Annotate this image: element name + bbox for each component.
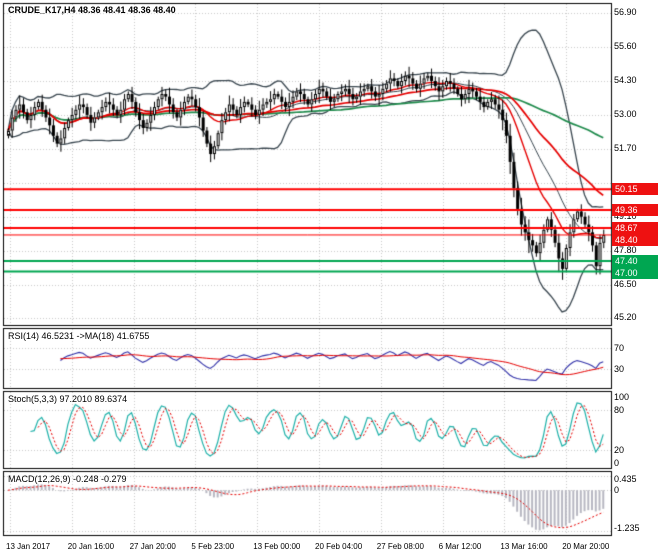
time-axis-label: 13 Feb 00:00 (253, 542, 301, 551)
price-tick-label: 54.30 (614, 74, 637, 85)
macd-tick-label: 0.435 (614, 474, 637, 484)
time-axis-label: 27 Jan 20:00 (129, 542, 176, 551)
price-tick-label: 53.00 (614, 108, 637, 119)
price-tick-label: 46.50 (614, 278, 637, 289)
time-axis-label: 20 Feb 04:00 (315, 542, 363, 551)
macd-tick-label: 0 (614, 485, 620, 496)
stoch-tick-label: 20 (614, 444, 625, 455)
price-level-badge: 47.40 (612, 255, 658, 268)
price-tick-label: 51.70 (614, 142, 637, 153)
price-level-badge: 50.15 (612, 183, 658, 196)
rsi-tick-label: 30 (614, 364, 625, 375)
time-axis-label: 6 Mar 12:00 (438, 542, 482, 551)
time-axis-label: 13 Mar 16:00 (500, 542, 548, 551)
price-level-badge: 47.00 (612, 267, 658, 280)
rsi-indicator-label: RSI(14) 46.5231 ->MA(18) 41.6755 (8, 331, 150, 341)
rsi-tick-label: 70 (614, 342, 625, 353)
macd-indicator-label: MACD(12,26,9) -0.248 -0.279 (8, 474, 127, 484)
time-axis-label: 20 Jan 16:00 (67, 542, 115, 551)
price-tick-label: 47.80 (614, 244, 637, 255)
price-level-badge: 48.67 (612, 221, 658, 234)
price-tick-label: 55.60 (614, 41, 637, 52)
stoch-tick-label: 0 (614, 457, 620, 468)
stoch-indicator-label: Stoch(5,3,3) 97.2010 89.6374 (8, 394, 128, 404)
time-axis-label: 20 Mar 20:00 (562, 542, 610, 551)
time-axis-label: 13 Jan 2017 (6, 542, 51, 551)
macd-tick-label: -1.235 (614, 523, 640, 533)
price-tick-label: 56.90 (614, 7, 637, 18)
stoch-tick-label: 100 (614, 392, 630, 403)
price-level-badge: 48.40 (612, 233, 658, 246)
price-level-badge: 49.36 (612, 203, 658, 216)
time-axis-label: 5 Feb 23:00 (191, 542, 235, 551)
symbol-ohlc-label: CRUDE_K17,H4 48.36 48.41 48.36 48.40 (8, 5, 176, 15)
price-tick-label: 45.20 (614, 312, 637, 323)
time-axis-label: 27 Feb 08:00 (376, 542, 424, 551)
stoch-tick-label: 80 (614, 405, 625, 416)
